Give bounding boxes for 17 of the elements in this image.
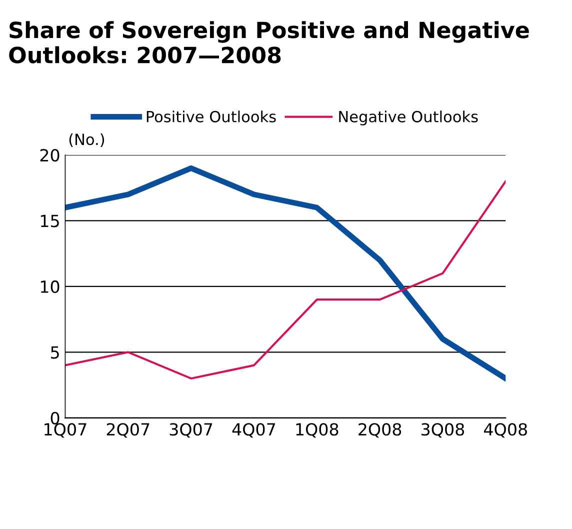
y-tick-label: 10 bbox=[40, 280, 60, 294]
legend-label: Negative Outlooks bbox=[339, 110, 478, 126]
x-tick-label: 2Q07 bbox=[106, 423, 150, 438]
y-tick-label: 15 bbox=[40, 214, 59, 228]
x-tick-label: 1Q07 bbox=[44, 423, 86, 438]
x-tick-label: 4Q08 bbox=[484, 423, 527, 438]
x-tick-label: 2Q08 bbox=[358, 423, 402, 438]
y-tick-label: 5 bbox=[51, 346, 59, 359]
x-tick-label: 3Q07 bbox=[170, 423, 212, 438]
x-tick-label: 1Q08 bbox=[296, 423, 338, 438]
y-tick-label: 0 bbox=[50, 412, 60, 424]
x-tick-label: 4Q07 bbox=[232, 423, 276, 438]
y-axis-title: (No.) bbox=[69, 133, 104, 147]
chart-title: Share of Sovereign Positive and Negative Outlooks: 2007—2008 bbox=[9, 21, 529, 64]
y-tick-label: 20 bbox=[40, 148, 60, 162]
legend-label: Positive Outlooks bbox=[146, 110, 276, 122]
x-tick-label: 3Q08 bbox=[422, 423, 464, 438]
